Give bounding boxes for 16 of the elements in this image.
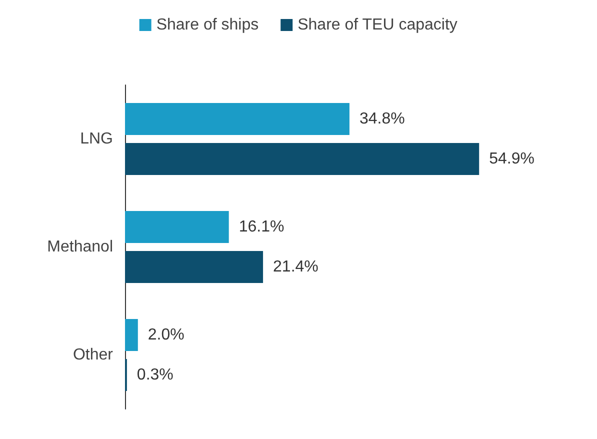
bar	[125, 319, 138, 351]
data-label: 34.8%	[359, 110, 405, 128]
bar	[125, 143, 480, 175]
y-tick-label: LNG	[80, 130, 113, 148]
y-tick-label: Methanol	[47, 238, 113, 256]
bar	[125, 251, 264, 283]
data-label: 2.0%	[148, 326, 184, 344]
data-label: 16.1%	[238, 218, 284, 236]
legend-label: Share of TEU capacity	[298, 16, 458, 34]
data-label: 54.9%	[489, 150, 534, 168]
data-label: 21.4%	[273, 258, 318, 276]
y-tick-label: Other	[72, 346, 114, 364]
bar	[125, 103, 350, 135]
legend-label: Share of ships	[156, 16, 259, 34]
bar	[125, 211, 229, 243]
data-label: 0.3%	[136, 366, 174, 384]
